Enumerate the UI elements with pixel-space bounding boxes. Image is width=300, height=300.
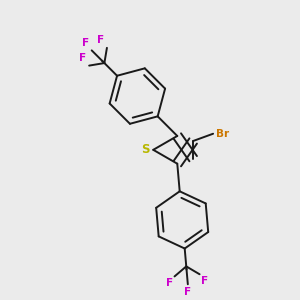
Text: S: S: [141, 143, 149, 156]
Text: F: F: [201, 276, 208, 286]
Text: F: F: [166, 278, 173, 288]
Text: F: F: [97, 35, 104, 45]
Text: F: F: [184, 287, 191, 297]
Text: Br: Br: [216, 129, 230, 139]
Text: F: F: [82, 38, 89, 48]
Text: F: F: [80, 53, 86, 63]
